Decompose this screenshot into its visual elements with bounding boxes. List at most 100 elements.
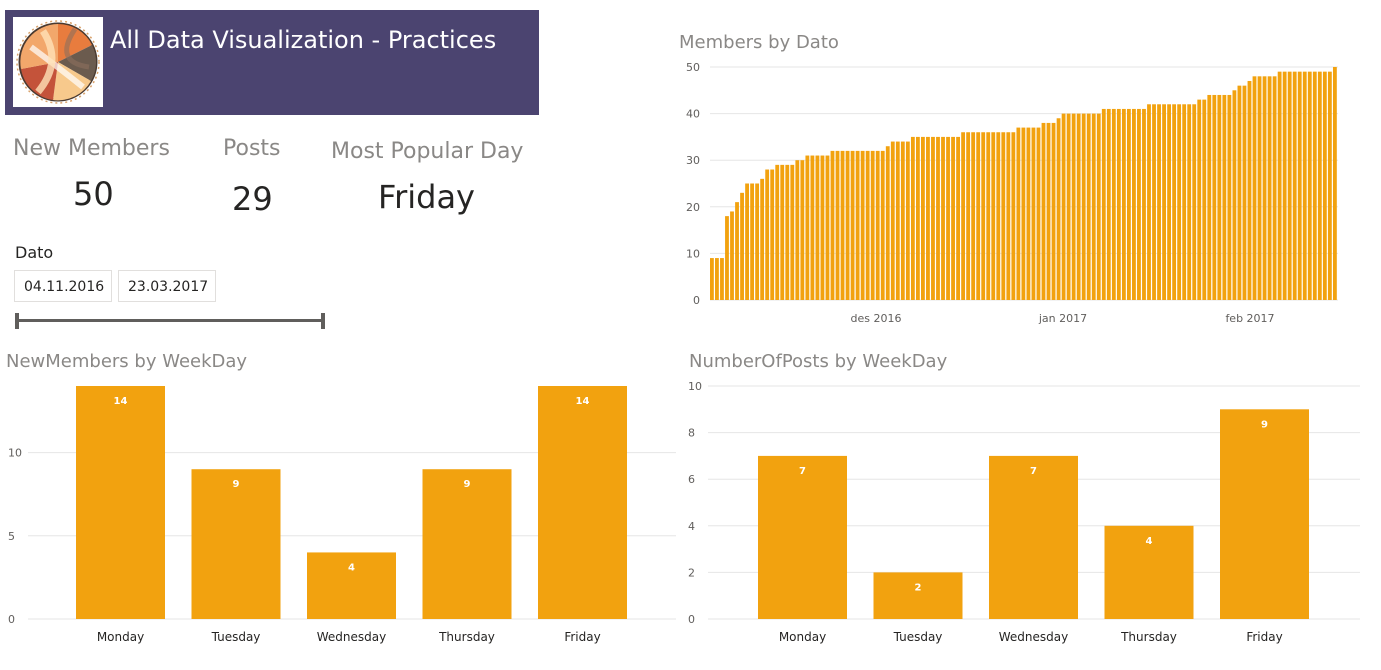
slider-end-handle[interactable] — [321, 313, 325, 329]
bar — [1056, 118, 1061, 300]
bar — [1051, 122, 1056, 300]
data-label: 14 — [576, 396, 590, 407]
y-tick-label: 8 — [688, 427, 695, 440]
bar — [840, 150, 845, 300]
bar — [1242, 85, 1247, 300]
bar — [805, 155, 810, 300]
bar — [745, 183, 749, 300]
bar — [1104, 525, 1194, 619]
bar — [1016, 127, 1021, 300]
end-date-input[interactable]: 23.03.2017 — [118, 270, 216, 302]
date-range-slider[interactable] — [17, 319, 323, 322]
members-by-dato-chart: 0 10 20 30 40 50 des 2016 jan 2017 feb 2017 — [686, 61, 1338, 325]
bar — [885, 146, 890, 300]
bar — [1307, 71, 1312, 300]
bar — [1332, 67, 1337, 300]
category-label: Tuesday — [211, 630, 261, 644]
bar — [1277, 71, 1282, 300]
bar — [1066, 113, 1071, 300]
bar — [1182, 104, 1187, 300]
bar — [1126, 108, 1131, 300]
bar — [850, 150, 855, 300]
x-tick-label: feb 2017 — [1225, 312, 1274, 325]
y-tick-label: 4 — [688, 520, 695, 533]
bar — [1302, 71, 1307, 300]
bar — [810, 155, 815, 300]
y-tick-label: 2 — [688, 566, 695, 579]
bar — [895, 141, 900, 300]
page-title: All Data Visualization - Practices — [110, 26, 497, 54]
bar — [1046, 122, 1051, 300]
bar — [1187, 104, 1192, 300]
bar — [1192, 104, 1197, 300]
data-label: 9 — [464, 479, 471, 490]
bar — [986, 132, 991, 300]
category-label: Monday — [97, 630, 144, 644]
bar — [1237, 85, 1242, 300]
bar — [1162, 104, 1166, 300]
bar — [725, 216, 729, 300]
bar — [760, 178, 765, 300]
bar — [1026, 127, 1031, 300]
bar — [755, 183, 760, 300]
bar — [1101, 108, 1106, 300]
data-label: 2 — [915, 582, 922, 593]
bar — [765, 169, 770, 300]
bar — [800, 160, 805, 300]
start-date-input[interactable]: 04.11.2016 — [14, 270, 112, 302]
posts-label: Posts — [223, 136, 281, 161]
new-members-label: New Members — [13, 136, 170, 161]
bar — [951, 136, 955, 300]
bar — [926, 136, 930, 300]
bar — [865, 150, 870, 300]
category-label: Monday — [779, 630, 826, 644]
bar — [910, 136, 915, 300]
y-tick-label: 30 — [686, 154, 700, 167]
category-label: Friday — [1246, 630, 1282, 644]
y-tick-label: 40 — [686, 108, 700, 121]
bar — [1021, 127, 1026, 300]
data-label: 7 — [799, 466, 806, 477]
title-banner: All Data Visualization - Practices — [5, 10, 539, 115]
bar — [1147, 104, 1151, 300]
bar — [1031, 127, 1036, 300]
new-members-value: 50 — [73, 175, 114, 213]
posts-weekday-title: NumberOfPosts by WeekDay — [689, 351, 948, 372]
y-tick-label: 50 — [686, 61, 700, 74]
bar — [825, 155, 830, 300]
bar — [750, 183, 755, 300]
bar — [1212, 94, 1217, 301]
bar — [1111, 108, 1116, 300]
bar — [538, 386, 627, 619]
bar — [1041, 122, 1046, 300]
data-label: 9 — [1261, 419, 1268, 430]
x-tick-label: des 2016 — [851, 312, 902, 325]
bar — [1106, 108, 1111, 300]
bar — [735, 202, 739, 300]
bar — [946, 136, 950, 300]
category-label: Thursday — [438, 630, 495, 644]
bar — [790, 164, 795, 300]
new-members-weekday-title: NewMembers by WeekDay — [6, 351, 248, 372]
bar — [710, 258, 714, 300]
bar — [758, 455, 847, 619]
bar — [1152, 104, 1156, 300]
bar — [1252, 76, 1257, 300]
y-tick-label: 0 — [693, 294, 700, 307]
bar — [835, 150, 840, 300]
bar — [890, 141, 895, 300]
logo-image — [13, 17, 103, 107]
bar — [1262, 76, 1267, 300]
bar — [870, 150, 875, 300]
bar — [1001, 132, 1006, 300]
y-tick-label: 6 — [688, 473, 695, 486]
bar — [931, 136, 935, 300]
y-tick-label: 20 — [686, 201, 700, 214]
slider-start-handle[interactable] — [15, 313, 19, 329]
bar — [830, 150, 835, 300]
bar — [1272, 76, 1277, 300]
bar — [76, 386, 165, 619]
date-filter-label: Dato — [15, 243, 54, 262]
bar — [795, 160, 800, 300]
bar — [845, 150, 850, 300]
